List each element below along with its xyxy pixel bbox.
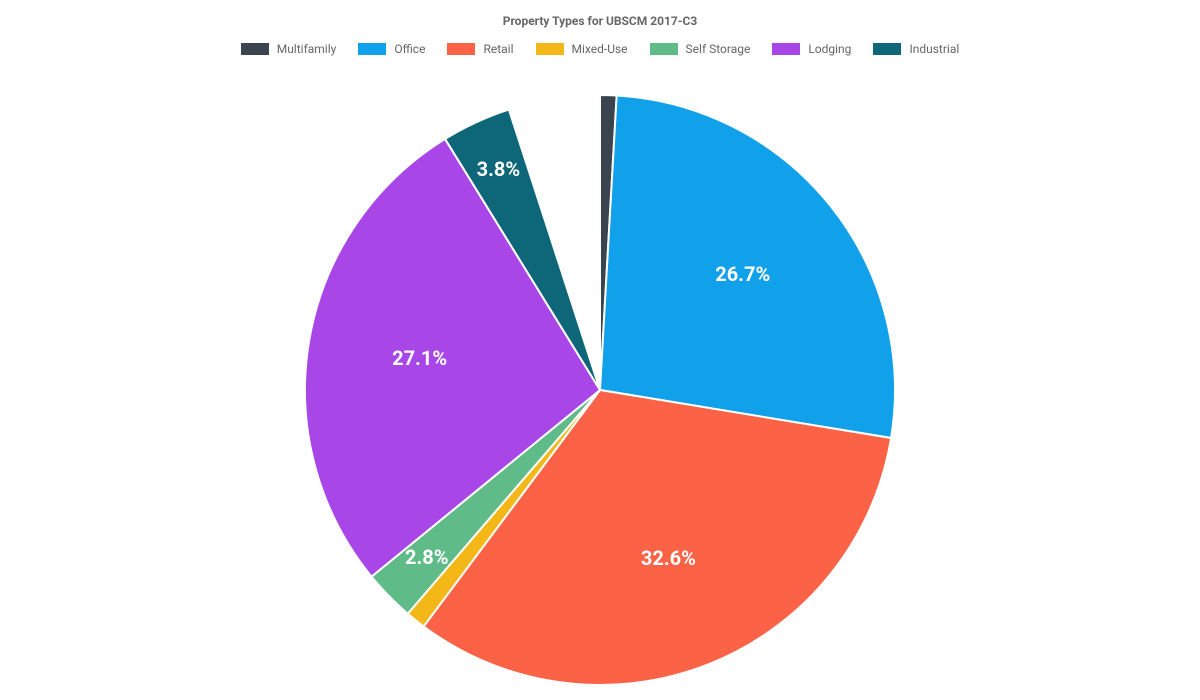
pie-slice-label: 32.6%: [641, 546, 696, 570]
legend-swatch: [241, 43, 269, 55]
legend-label: Industrial: [909, 42, 959, 56]
legend-swatch: [447, 43, 475, 55]
legend-swatch: [358, 43, 386, 55]
pie-slice-label: 26.7%: [715, 262, 770, 286]
legend-label: Lodging: [808, 42, 851, 56]
legend-label: Retail: [483, 42, 513, 56]
legend-label: Mixed-Use: [572, 42, 628, 56]
legend-item[interactable]: Retail: [447, 42, 513, 56]
chart-legend: Multifamily Office Retail Mixed-Use Self Sto…: [0, 42, 1200, 56]
legend-item[interactable]: Lodging: [772, 42, 851, 56]
pie-slice-label: 2.8%: [405, 545, 449, 569]
legend-label: Multifamily: [277, 42, 337, 56]
legend-swatch: [650, 43, 678, 55]
legend-swatch: [873, 43, 901, 55]
pie-slice-label: 3.8%: [477, 157, 521, 181]
legend-label: Office: [394, 42, 425, 56]
chart-title: Property Types for UBSCM 2017-C3: [0, 0, 1200, 28]
pie-chart-svg: 26.7% 32.6% 2.8% 27.1% 3.8%: [0, 70, 1200, 700]
legend-swatch: [772, 43, 800, 55]
legend-item[interactable]: Mixed-Use: [536, 42, 628, 56]
pie-slice-label: 27.1%: [392, 346, 447, 370]
legend-label: Self Storage: [686, 42, 751, 56]
legend-item[interactable]: Multifamily: [241, 42, 337, 56]
pie-chart-area: 26.7% 32.6% 2.8% 27.1% 3.8%: [0, 70, 1200, 700]
legend-item[interactable]: Office: [358, 42, 425, 56]
legend-swatch: [536, 43, 564, 55]
legend-item[interactable]: Industrial: [873, 42, 959, 56]
legend-item[interactable]: Self Storage: [650, 42, 751, 56]
